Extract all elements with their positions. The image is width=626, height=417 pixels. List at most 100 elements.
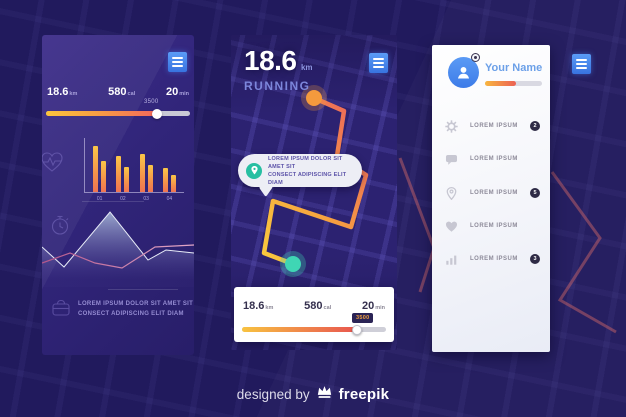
duration-unit: min [375,305,385,311]
area-fill [42,212,194,287]
distance-unit: km [265,305,274,311]
slider-knob[interactable] [151,108,162,119]
heart-pulse-icon [42,149,65,180]
bar [162,168,168,192]
weekly-bar-chart: 01 02 03 04 [84,138,184,202]
hamburger-menu-icon[interactable] [572,54,591,74]
duration-value: 20 [165,86,179,98]
slider-knob[interactable] [352,324,363,335]
profile-name: Your Name [485,62,543,74]
distance-value: 18.6 [243,300,265,312]
menu-item-settings[interactable]: LOREM IPSUM 2 [432,119,550,135]
bar [124,167,130,192]
menu-item-label: LOREM IPSUM [470,256,518,262]
calories-value: 580 [304,300,323,312]
menu-item-label: LOREM IPSUM [470,190,518,196]
bar-chart-icon [445,253,458,271]
distance-unit: km [69,91,78,97]
bar [101,161,107,192]
calories-stat: 580cal [108,82,135,100]
calories-unit: cal [323,305,332,311]
map-tooltip[interactable]: LOREM IPSUM DOLOR SIT AMET SIT CONSECT A… [238,154,362,187]
bar [93,146,99,192]
menu-item-label: LOREM IPSUM [470,156,518,162]
bar-axis-label: 03 [143,196,149,202]
duration-stat: 20min [166,82,189,100]
avatar[interactable] [448,57,479,88]
stats-summary-row: 18.6km 580cal 20min [47,82,189,100]
duration-unit: min [179,91,189,97]
gear-icon [445,120,458,138]
run-summary-card: 18.6km 580cal 20min 3500 [234,287,394,342]
bar-axis-label: 01 [96,196,103,202]
running-route [261,85,369,277]
bar [139,154,145,192]
freepik-crown-icon [316,384,333,404]
notification-badge: 3 [530,254,540,264]
menu-item-messages[interactable]: LOREM IPSUM [432,152,550,168]
tooltip-text: LOREM IPSUM DOLOR SIT AMET SIT CONSECT A… [268,155,354,187]
hamburger-menu-icon[interactable] [369,53,388,73]
panel-sheen [42,35,194,355]
description-text: LOREM IPSUM DOLOR SIT AMET SIT CONSECT A… [78,299,193,319]
duration-stat: 20min [362,296,385,314]
slider-fill [242,327,358,332]
hamburger-menu-icon[interactable] [168,52,187,72]
area-line [42,211,194,268]
notification-badge: 5 [530,188,540,198]
menu-item-favorites[interactable]: LOREM IPSUM [432,219,550,235]
menu-item-statistics[interactable]: LOREM IPSUM 3 [432,252,550,268]
progress-slider[interactable] [46,108,190,119]
run-distance-unit: km [300,63,313,72]
run-distance-value: 18.6 [244,45,297,76]
bar-group: 02 [116,156,130,202]
briefcase-icon [50,297,72,324]
progress-fill [485,81,517,86]
heart-icon [445,220,458,238]
bar-group: 01 [93,146,107,202]
route-start-dot [306,90,322,106]
route-end-dot [285,256,301,272]
menu-item-locations[interactable]: LOREM IPSUM 5 [432,186,550,202]
divider [108,289,178,290]
calories-stat: 580cal [304,296,331,314]
divider [82,201,144,202]
profile-menu-panel: Your Name LOREM IPSUM 2 [432,45,550,352]
progress-slider[interactable] [242,324,386,335]
bar [147,165,153,192]
menu-item-label: LOREM IPSUM [470,123,518,129]
stats-screen-panel: 18.6km 580cal 20min 3500 01 02 03 04 [42,35,194,355]
slider-value-label: 3500 [144,99,159,105]
designed-by-text: designed by [236,386,310,402]
card-stats-row: 18.6km 580cal 20min [243,296,385,314]
distance-stat: 18.6km [243,296,273,314]
bar-group: 04 [162,168,176,202]
bar-axis-label: 04 [166,196,173,202]
notification-badge: 2 [530,121,540,131]
running-map-panel: 18.6 km RUNNING [231,35,397,350]
bar [170,175,176,192]
tooltip-line-2: CONSECT ADIPISCING ELIT DIAM [268,171,347,186]
bar-group: 03 [139,154,153,202]
chat-icon [445,153,458,171]
bar [116,156,122,192]
calories-value: 580 [108,86,127,98]
profile-progress-bar [485,81,542,86]
camera-badge-icon[interactable] [471,53,480,62]
freepik-brand-text: freepik [338,385,390,403]
pace-line [42,244,194,269]
activity-label: RUNNING [244,79,311,93]
footer-credit: designed by freepik [0,384,626,404]
description-line-1: LOREM IPSUM DOLOR SIT AMET SIT [78,301,194,307]
tooltip-line-1: LOREM IPSUM DOLOR SIT AMET SIT [268,155,343,170]
location-pin-icon [445,186,458,205]
stopwatch-icon [48,213,72,242]
distance-value: 18.6 [47,86,69,98]
slider-fill [46,111,157,116]
duration-value: 20 [361,300,375,312]
slider-value-badge: 3500 [352,313,374,323]
activity-area-chart [42,211,194,287]
distance-stat: 18.6km [47,82,77,100]
location-pin-icon [246,162,262,179]
